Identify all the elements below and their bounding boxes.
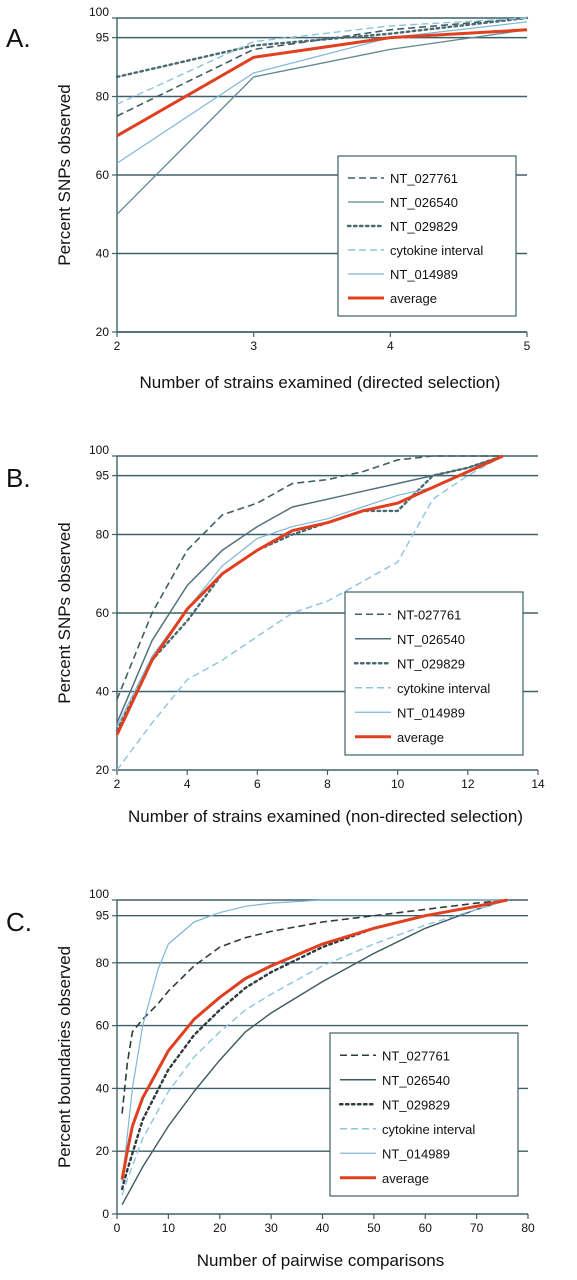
x-tick-label: 2 [114,777,121,791]
panel-a: A. 20 40 60 80 95 100 2 3 4 5 Number of strains exa… [6,5,531,392]
y-tick-label: 40 [96,685,110,699]
x-tick-label: 12 [461,777,475,791]
legend-label-average: average [390,291,437,306]
y-tick-label: 100 [89,887,109,901]
x-tick-label: 30 [264,1221,278,1235]
y-tick-label: 20 [96,763,110,777]
series-line-cytokine-interval [116,455,504,771]
y-tick-label: 20 [96,325,110,339]
x-tick-label: 0 [114,1221,121,1235]
x-axis-title: Number of strains examined (non-directed… [128,807,523,826]
y-tick-label: 60 [96,606,110,620]
legend-label-nt-026540: NT_026540 [390,195,458,210]
panel-c: C. 0 20 40 60 80 95 100 0 10 20 30 40 50 60 70 80 Number … [6,887,535,1270]
x-tick-label: 70 [470,1221,484,1235]
panel-label: C. [6,907,32,937]
legend-label-nt-026540: NT_026540 [397,632,465,647]
y-tick-label: 95 [96,909,110,923]
y-axis-title: Percent boundaries observed [55,946,74,1168]
legend-label-nt-026540: NT_026540 [382,1073,450,1088]
y-tick-label: 60 [96,168,110,182]
legend-label-nt-014989: NT_014989 [390,267,458,282]
x-tick-label: 50 [367,1221,381,1235]
panel-label: A. [6,23,31,53]
x-tick-label: 10 [162,1221,176,1235]
x-tick-label: 4 [184,777,191,791]
y-tick-label: 95 [96,469,110,483]
series-line-cytokine-interval [116,17,528,105]
y-tick-label: 80 [96,528,110,542]
series-line-average [115,454,504,736]
series-line-nt-014989 [121,899,508,1183]
series-line-nt-029829 [115,16,529,79]
legend-box [337,155,517,317]
legend-label-average: average [397,730,444,745]
y-tick-label: 40 [96,1081,110,1095]
y-tick-label: 100 [89,443,109,457]
x-tick-label: 40 [316,1221,330,1235]
x-axis-title: Number of strains examined (directed sel… [140,373,501,392]
y-tick-label: 95 [96,31,110,45]
panel-b: B. 20 40 60 80 95 100 2 4 6 8 10 12 14 Number of strai… [6,443,545,826]
x-tick-label: 3 [250,339,257,353]
y-axis-title: Percent SNPs observed [55,522,74,703]
series-line-nt-027761 [121,899,508,1114]
series-line-nt-026540 [121,899,508,1205]
x-tick-label: 60 [419,1221,433,1235]
series-line-average [116,28,528,138]
y-tick-label: 20 [96,1144,110,1158]
legend-label-nt-029829: NT_029829 [397,656,465,671]
panel-label: B. [6,463,31,493]
legend-label-cytokine-interval: cytokine interval [390,243,483,258]
series-line-nt-014989 [116,21,528,164]
legend-label-average: average [382,1171,429,1186]
y-tick-label: 80 [96,90,110,104]
legend-label-nt-014989: NT_014989 [397,705,465,720]
legend-label-nt-027761: NT_027761 [390,171,458,186]
legend-label-cytokine-interval: cytokine interval [382,1122,475,1137]
y-tick-label: 100 [89,5,109,19]
x-tick-label: 2 [114,339,121,353]
legend-label-nt-014989: NT_014989 [382,1146,450,1161]
y-axis-title: Percent SNPs observed [55,84,74,265]
series-line-average [120,898,508,1180]
series-line-nt-029829 [115,454,505,732]
x-tick-label: 5 [524,339,531,353]
legend-box [344,591,524,756]
x-tick-label: 20 [213,1221,227,1235]
legend-box [329,1032,519,1197]
legend-label-nt-027761: NT_027761 [382,1048,450,1063]
legend-label-nt-029829: NT_029829 [382,1097,450,1112]
series-line-nt-026540 [116,29,528,215]
series-line-cytokine-interval [121,899,508,1196]
x-tick-label: 80 [521,1221,535,1235]
legend-label-cytokine-interval: cytokine interval [397,681,490,696]
y-tick-label: 40 [96,247,110,261]
y-tick-label: 60 [96,1019,110,1033]
legend-label-nt-029829: NT_029829 [390,219,458,234]
y-tick-label: 80 [96,956,110,970]
y-tick-label: 0 [102,1207,109,1221]
x-tick-label: 10 [391,777,405,791]
series-line-nt-029829 [120,898,509,1191]
legend-label-nt-027761: NT-027761 [397,607,461,622]
x-axis-title: Number of pairwise comparisons [197,1251,445,1270]
series-line-nt-027761 [116,455,503,700]
x-tick-label: 4 [387,339,394,353]
x-tick-label: 6 [254,777,261,791]
series-line-nt-026540 [116,455,504,724]
x-tick-label: 14 [531,777,545,791]
x-tick-label: 8 [324,777,331,791]
